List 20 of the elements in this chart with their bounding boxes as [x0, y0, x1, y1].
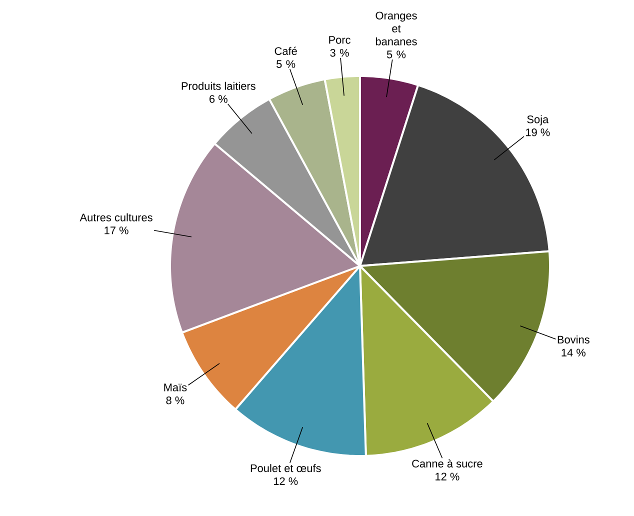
data-label: 14 %	[562, 348, 586, 356]
data-label: 5 %	[276, 60, 296, 68]
slice-label: Porc	[329, 36, 351, 44]
slice-label: Café	[274, 46, 297, 55]
data-label: 19 %	[526, 128, 550, 136]
slice-label: Soja	[527, 115, 549, 126]
data-label: 8 %	[166, 396, 184, 404]
data-label: 3 %	[330, 48, 349, 57]
data-label: 12 %	[436, 472, 460, 480]
slice-label: Poulet et œufs	[250, 464, 321, 472]
slice-label: Maïs	[164, 384, 187, 392]
slice-label: Autres cultures	[80, 213, 152, 222]
data-label: 17 %	[104, 226, 128, 234]
slice-label: Oranges et bananes	[376, 12, 417, 46]
slice-label: Canne à sucre	[412, 459, 482, 468]
slice-label: Produits laitiers	[182, 82, 256, 90]
data-label: 6 %	[210, 95, 228, 103]
data-label: 12 %	[274, 477, 298, 486]
data-label: 5 %	[386, 50, 406, 58]
slice-label: Bovins	[558, 335, 590, 344]
